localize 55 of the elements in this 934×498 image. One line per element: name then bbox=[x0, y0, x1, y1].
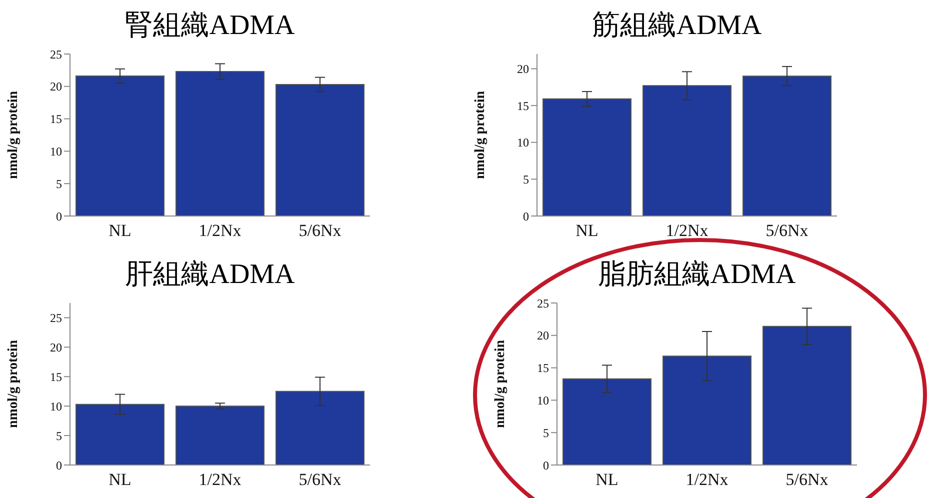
bar bbox=[542, 98, 632, 216]
bar bbox=[276, 84, 364, 216]
y-axis-title: nmol/g protein bbox=[6, 340, 21, 428]
x-tick-label: 1/2Nx bbox=[666, 221, 709, 240]
x-tick-label: 1/2Nx bbox=[198, 470, 242, 490]
bar bbox=[76, 404, 164, 465]
y-tick-label: 5 bbox=[523, 172, 529, 186]
x-tick-label: NL bbox=[108, 470, 132, 490]
y-tick-label: 15 bbox=[50, 112, 62, 126]
x-tick-label: NL bbox=[108, 221, 132, 240]
bar bbox=[762, 326, 852, 465]
chart-title: 筋組織ADMA bbox=[591, 9, 763, 43]
bar bbox=[642, 85, 732, 216]
y-tick-label: 10 bbox=[50, 399, 62, 414]
y-tick-label: 15 bbox=[537, 361, 549, 376]
y-tick-label: 15 bbox=[517, 98, 529, 113]
y-tick-label: 20 bbox=[50, 340, 62, 354]
x-tick-label: 5/6Nx bbox=[786, 470, 829, 490]
x-tick-label: 1/2Nx bbox=[686, 470, 729, 490]
x-tick-label: 5/6Nx bbox=[298, 470, 342, 490]
bar bbox=[176, 70, 264, 216]
bar bbox=[76, 76, 164, 216]
x-tick-label: 5/6Nx bbox=[766, 221, 809, 240]
x-tick-label: NL bbox=[596, 470, 618, 490]
y-tick-label: 10 bbox=[50, 144, 62, 158]
x-tick-label: 1/2Nx bbox=[198, 221, 242, 240]
y-tick-label: 25 bbox=[50, 47, 62, 62]
bar bbox=[662, 356, 752, 465]
y-axis-title: nmol/g protein bbox=[472, 90, 488, 180]
x-tick-label: NL bbox=[576, 221, 598, 240]
y-tick-label: 15 bbox=[50, 370, 62, 384]
y-tick-label: 10 bbox=[537, 393, 549, 408]
y-tick-label: 0 bbox=[56, 209, 62, 224]
y-tick-label: 5 bbox=[543, 426, 549, 440]
bar bbox=[742, 76, 832, 216]
chart-title: 脂肪組織ADMA bbox=[597, 258, 797, 292]
y-tick-label: 10 bbox=[517, 136, 529, 150]
y-tick-label: 25 bbox=[50, 310, 62, 325]
y-tick-label: 25 bbox=[537, 296, 549, 310]
x-tick-label: 5/6Nx bbox=[298, 221, 342, 240]
y-tick-label: 20 bbox=[537, 328, 549, 343]
y-tick-label: 20 bbox=[50, 80, 62, 94]
y-axis-title: nmol/g protein bbox=[6, 90, 21, 180]
y-axis-title: nmol/g protein bbox=[492, 340, 508, 428]
chart-title: 肝組織ADMA bbox=[124, 258, 296, 292]
y-tick-label: 0 bbox=[523, 209, 529, 224]
y-tick-label: 20 bbox=[517, 62, 529, 76]
chart-title: 腎組織ADMA bbox=[124, 9, 296, 43]
bar bbox=[276, 390, 364, 465]
bar bbox=[176, 406, 264, 465]
y-tick-label: 5 bbox=[56, 428, 62, 443]
y-tick-label: 0 bbox=[543, 458, 549, 472]
y-tick-label: 5 bbox=[56, 176, 62, 191]
bar bbox=[562, 378, 652, 465]
y-tick-label: 0 bbox=[56, 458, 62, 472]
